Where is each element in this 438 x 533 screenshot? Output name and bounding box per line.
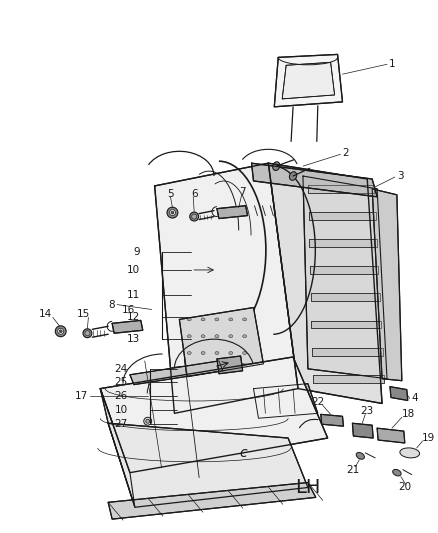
Text: 5: 5 — [167, 189, 174, 199]
Text: c: c — [240, 446, 247, 460]
Polygon shape — [313, 375, 384, 383]
Polygon shape — [310, 266, 378, 274]
Polygon shape — [180, 308, 263, 377]
Polygon shape — [311, 320, 381, 328]
Text: 10: 10 — [115, 406, 128, 415]
Text: 27: 27 — [115, 419, 128, 429]
Ellipse shape — [55, 326, 66, 337]
Ellipse shape — [215, 318, 219, 321]
Text: 8: 8 — [109, 300, 115, 310]
Polygon shape — [377, 428, 405, 443]
Polygon shape — [312, 348, 383, 356]
Ellipse shape — [85, 331, 90, 336]
Polygon shape — [303, 176, 387, 379]
Ellipse shape — [393, 470, 401, 476]
Text: 21: 21 — [346, 465, 359, 475]
Polygon shape — [100, 389, 135, 507]
Polygon shape — [100, 357, 328, 473]
Polygon shape — [321, 414, 343, 426]
Text: 26: 26 — [115, 391, 128, 400]
Ellipse shape — [170, 209, 175, 215]
Polygon shape — [372, 189, 402, 381]
Ellipse shape — [187, 318, 191, 321]
Polygon shape — [155, 163, 298, 413]
Ellipse shape — [144, 417, 152, 425]
Text: 6: 6 — [191, 189, 198, 199]
Polygon shape — [254, 384, 318, 418]
Text: LH: LH — [295, 478, 321, 497]
Polygon shape — [112, 320, 143, 333]
Text: 23: 23 — [360, 406, 374, 416]
Ellipse shape — [229, 318, 233, 321]
Text: 2: 2 — [343, 148, 349, 158]
Polygon shape — [251, 163, 377, 197]
Text: 7: 7 — [239, 187, 245, 197]
Polygon shape — [130, 361, 223, 385]
Ellipse shape — [167, 207, 178, 218]
Ellipse shape — [201, 335, 205, 338]
Ellipse shape — [243, 352, 247, 354]
Ellipse shape — [229, 335, 233, 338]
Text: 15: 15 — [77, 310, 90, 319]
Text: 11: 11 — [127, 289, 140, 300]
Ellipse shape — [229, 352, 233, 354]
Ellipse shape — [290, 172, 297, 180]
Ellipse shape — [187, 335, 191, 338]
Text: 24: 24 — [115, 364, 128, 374]
Ellipse shape — [83, 329, 92, 338]
Text: 17: 17 — [75, 391, 88, 400]
Polygon shape — [282, 62, 335, 99]
Ellipse shape — [59, 330, 62, 333]
Ellipse shape — [192, 214, 197, 219]
Ellipse shape — [187, 352, 191, 354]
Polygon shape — [268, 163, 382, 403]
Ellipse shape — [400, 448, 420, 458]
Polygon shape — [353, 423, 373, 438]
Polygon shape — [308, 185, 374, 193]
Text: 18: 18 — [402, 409, 415, 419]
Polygon shape — [309, 239, 377, 247]
Polygon shape — [311, 293, 380, 301]
Text: 10: 10 — [127, 265, 140, 275]
Text: 12: 12 — [127, 312, 140, 322]
Text: 1: 1 — [389, 59, 396, 69]
Text: 3: 3 — [397, 171, 403, 181]
Text: 20: 20 — [398, 482, 411, 492]
Text: 25: 25 — [115, 377, 128, 386]
Ellipse shape — [356, 453, 364, 459]
Ellipse shape — [243, 318, 247, 321]
Text: 14: 14 — [39, 310, 53, 319]
Text: 13: 13 — [127, 334, 140, 344]
Ellipse shape — [171, 211, 174, 214]
Ellipse shape — [215, 352, 219, 354]
Polygon shape — [390, 386, 408, 400]
Polygon shape — [217, 206, 247, 219]
Ellipse shape — [58, 328, 64, 334]
Ellipse shape — [146, 419, 150, 423]
Polygon shape — [274, 54, 343, 107]
Polygon shape — [108, 423, 308, 507]
Text: 19: 19 — [422, 433, 435, 443]
Text: 22: 22 — [311, 398, 325, 407]
Text: 16: 16 — [121, 304, 134, 314]
Ellipse shape — [243, 335, 247, 338]
Polygon shape — [309, 212, 375, 220]
Ellipse shape — [190, 212, 199, 221]
Text: 4: 4 — [412, 393, 418, 403]
Polygon shape — [217, 356, 243, 374]
Ellipse shape — [201, 318, 205, 321]
Text: 9: 9 — [133, 247, 140, 257]
Ellipse shape — [273, 162, 280, 171]
Ellipse shape — [215, 335, 219, 338]
Ellipse shape — [201, 352, 205, 354]
Polygon shape — [108, 482, 316, 519]
